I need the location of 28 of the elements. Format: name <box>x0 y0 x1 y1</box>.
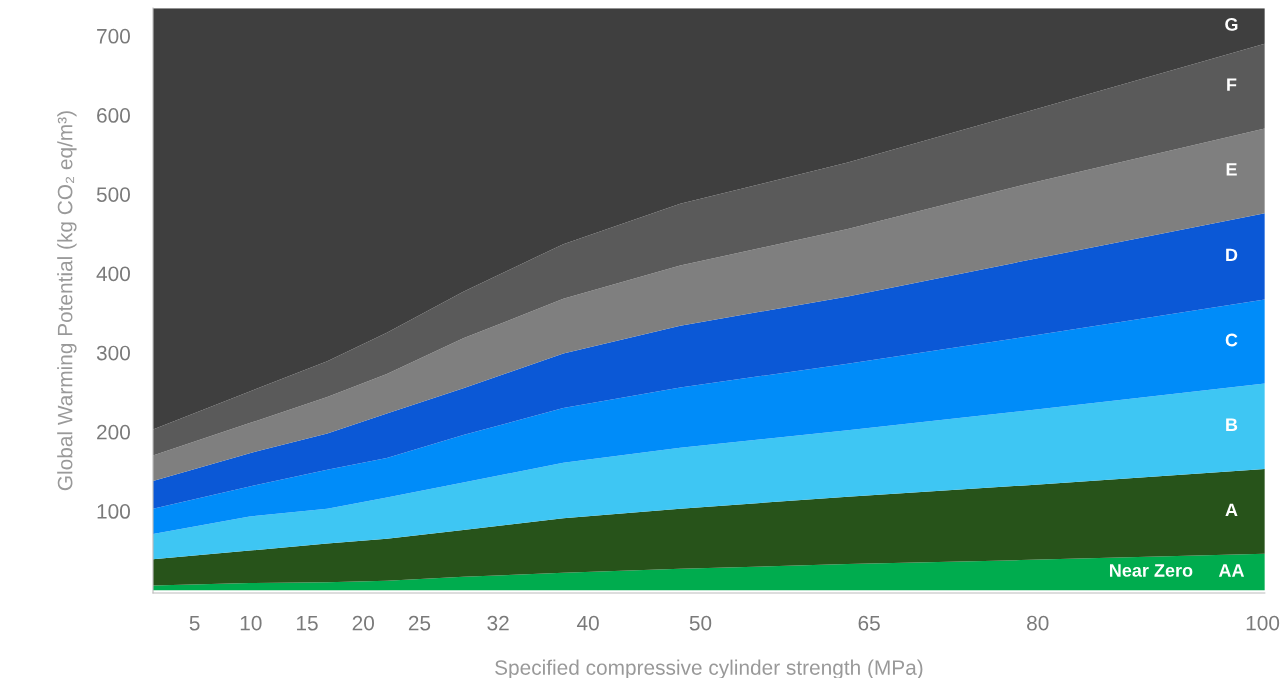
y-axis-title: Global Warming Potential (kg CO₂ eq/m³) <box>57 111 77 491</box>
x-tick-label: 65 <box>858 615 880 631</box>
series-label: A <box>1225 503 1238 517</box>
series-label: D <box>1226 248 1238 262</box>
x-tick-label: 40 <box>576 615 599 631</box>
x-tick-label: 50 <box>689 615 712 631</box>
series-label: F <box>1227 78 1237 91</box>
annotation: Near Zero <box>1109 564 1193 577</box>
series-label: C <box>1225 333 1238 347</box>
x-tick-label: 15 <box>297 615 318 631</box>
y-tick-label: 200 <box>97 424 130 440</box>
y-tick-label: 400 <box>96 266 130 282</box>
x-tick-label: 5 <box>189 615 200 631</box>
x-tick-label: 32 <box>487 615 509 631</box>
y-tick-label: 300 <box>96 345 130 361</box>
series-label: G <box>1225 18 1238 31</box>
x-tick-label: 100 <box>1246 615 1280 631</box>
y-tick-label: 700 <box>97 28 130 44</box>
series-label: AA <box>1218 564 1245 577</box>
x-tick-label: 10 <box>240 615 262 631</box>
y-tick-label: 500 <box>96 187 130 202</box>
series-label: E <box>1226 163 1237 176</box>
x-tick-label: 80 <box>1027 615 1049 631</box>
y-tick-label: 600 <box>97 108 130 123</box>
series-label: B <box>1226 418 1238 431</box>
x-tick-label: 20 <box>352 615 375 631</box>
x-tick-label: 25 <box>408 615 431 631</box>
y-tick-label: 100 <box>97 504 130 519</box>
